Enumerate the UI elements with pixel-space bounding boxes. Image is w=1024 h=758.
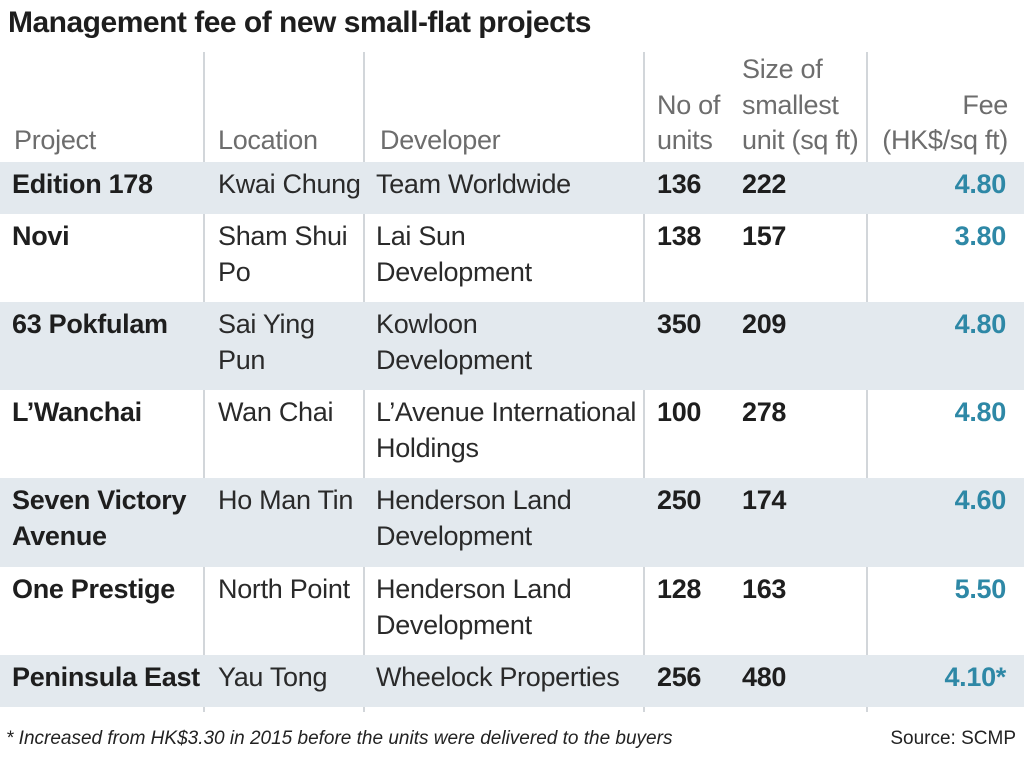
header-developer: Developer — [380, 125, 501, 155]
fee-cell: 4.80 — [954, 397, 1007, 427]
developer-cell: L’Avenue International — [376, 397, 637, 427]
table-row: One Prestige North Point Henderson Land Dev… — [0, 567, 1024, 655]
footnote: * Increased from HK$3.30 in 2015 before … — [6, 728, 673, 749]
location-cell: Pun — [218, 345, 266, 375]
units-cell: 100 — [657, 397, 702, 427]
units-cell: 128 — [657, 574, 702, 604]
developer-cell: Development — [376, 610, 532, 640]
developer-cell: Kowloon — [376, 309, 478, 339]
developer-cell: Henderson Land — [376, 485, 572, 515]
fee-cell: 4.80 — [954, 169, 1007, 199]
table-row: 63 Pokfulam Sai Ying Pun Kowloon Development… — [0, 302, 1024, 390]
location-cell: Yau Tong — [218, 662, 328, 692]
source-credit: Source: SCMP — [890, 728, 1016, 749]
project-cell: One Prestige — [12, 574, 175, 604]
fee-cell: 5.50 — [954, 574, 1007, 604]
developer-cell: Team Worldwide — [376, 169, 571, 199]
units-cell: 250 — [657, 485, 702, 515]
fee-cell: 4.80 — [954, 309, 1007, 339]
table-row: L’Wanchai Wan Chai L’Avenue International H… — [0, 390, 1024, 478]
location-cell: Po — [218, 257, 251, 287]
units-cell: 256 — [657, 662, 702, 692]
units-cell: 350 — [657, 309, 702, 339]
location-cell: Kwai Chung — [218, 169, 361, 199]
project-cell: 63 Pokfulam — [12, 309, 168, 339]
header-fee-line2: (HK$/sq ft) — [882, 125, 1008, 155]
fee-cell: 3.80 — [954, 221, 1007, 251]
project-cell: Peninsula East — [12, 662, 200, 692]
location-cell: North Point — [218, 574, 350, 604]
table-row: Seven Victory Avenue Ho Man Tin Henderson L… — [0, 478, 1024, 567]
header-size-line3: unit (sq ft) — [742, 125, 859, 155]
project-cell: Edition 178 — [12, 169, 153, 199]
table-row: Edition 178 Kwai Chung Team Worldwide 136 22… — [0, 162, 1024, 214]
header-location: Location — [218, 125, 318, 155]
header-units-line2: units — [657, 125, 713, 155]
project-cell: Novi — [12, 221, 70, 251]
size-cell: 222 — [742, 169, 787, 199]
fee-cell: 4.10* — [944, 662, 1006, 692]
table-row: Peninsula East Yau Tong Wheelock Propertie… — [0, 655, 1024, 707]
header-project: Project — [14, 125, 96, 155]
fee-cell: 4.60 — [954, 485, 1007, 515]
table-title: Management fee of new small-flat project… — [8, 6, 591, 39]
size-cell: 480 — [742, 662, 787, 692]
size-cell: 157 — [742, 221, 787, 251]
project-cell: Seven Victory — [12, 485, 187, 515]
developer-cell: Henderson Land — [376, 574, 572, 604]
header-units-line1: No of — [657, 90, 721, 120]
developer-cell: Lai Sun — [376, 221, 466, 251]
location-cell: Sham Shui — [218, 221, 348, 251]
developer-cell: Holdings — [376, 433, 479, 463]
developer-cell: Development — [376, 345, 532, 375]
size-cell: 278 — [742, 397, 787, 427]
location-cell: Sai Ying — [218, 309, 315, 339]
size-cell: 209 — [742, 309, 787, 339]
header-fee-line1: Fee — [962, 90, 1008, 120]
project-cell: Avenue — [12, 521, 107, 551]
units-cell: 138 — [657, 221, 702, 251]
location-cell: Ho Man Tin — [218, 485, 354, 515]
header-size-line2: smallest — [742, 90, 839, 120]
table-row: Novi Sham Shui Po Lai Sun Development 138 157 3… — [0, 214, 1024, 302]
developer-cell: Wheelock Properties — [376, 662, 620, 692]
header-size-line1: Size of — [742, 54, 823, 84]
developer-cell: Development — [376, 521, 532, 551]
developer-cell: Development — [376, 257, 532, 287]
location-cell: Wan Chai — [218, 397, 334, 427]
size-cell: 174 — [742, 485, 787, 515]
project-cell: L’Wanchai — [12, 397, 142, 427]
size-cell: 163 — [742, 574, 787, 604]
units-cell: 136 — [657, 169, 702, 199]
